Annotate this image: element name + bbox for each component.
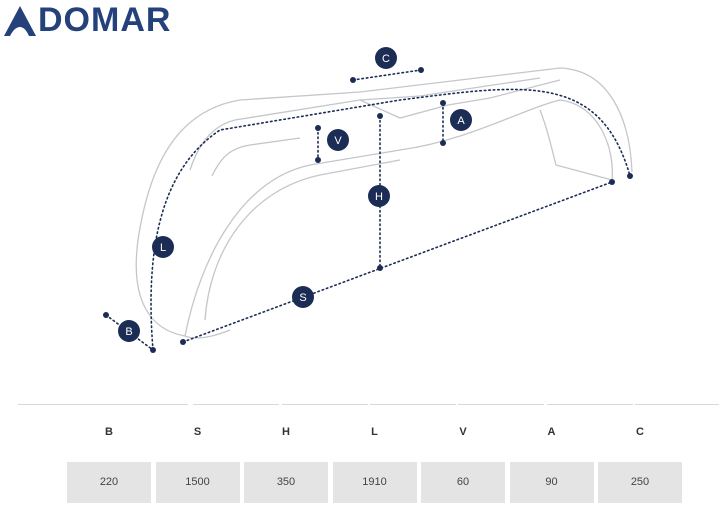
value-cell: 350 [244,462,328,503]
badge-label: A [457,115,465,127]
dimension-badge: L [152,236,174,258]
column-header: V [459,426,467,438]
dimension-badge: V [327,129,349,151]
separator [547,404,633,405]
dimension-badge: C [375,47,397,69]
badge-circle [327,129,349,151]
dimension-badge: S [292,286,314,308]
value-cell: 90 [509,462,594,503]
dimension-lines [103,67,633,353]
column-header: S [193,426,202,438]
value-cell: 1910 [332,462,417,503]
badge-label: V [334,135,342,147]
badge-label: L [160,242,166,254]
badge-circle [152,236,174,258]
separator [193,404,279,405]
badge-circle [292,286,314,308]
dimension-badge: A [450,109,472,131]
badge-label: C [382,53,390,65]
logo-icon [4,6,36,36]
column-header: A [547,426,556,438]
badge-circle [375,47,397,69]
separator [458,404,544,405]
column-header: B [105,426,113,438]
separator [282,404,368,405]
fender-outline [135,67,633,339]
badge-circle [450,109,472,131]
badge-label: S [299,292,306,304]
value-cell: 60 [421,462,505,503]
drawing: DOMAR C A V H L S B [4,1,633,353]
dimension-badge: H [368,185,390,207]
value-cell: 1500 [155,462,240,503]
column-header: C [636,426,644,438]
column-header: L [371,426,378,438]
value-cell: 250 [598,462,682,503]
value-cell: 220 [67,462,151,503]
badge-circle [368,185,390,207]
badge-label: H [375,191,383,203]
separator [18,404,188,405]
badge-label: B [125,326,132,338]
logo-text: DOMAR [38,1,171,39]
column-header: H [282,426,290,438]
badge-circle [118,320,140,342]
logo: DOMAR [4,1,171,39]
separator [635,404,719,405]
dimension-badge: B [118,320,140,342]
separator [370,404,456,405]
